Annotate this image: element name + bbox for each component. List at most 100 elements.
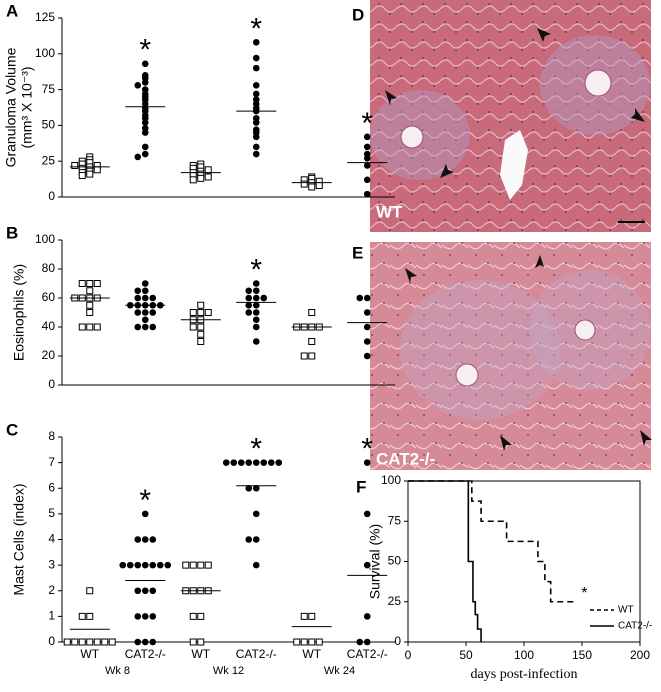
data-point [245, 459, 253, 466]
group-label: Wk 12 [213, 665, 244, 677]
data-point [141, 561, 149, 569]
image-caption: CAT2-/- [376, 449, 435, 468]
significance: * [581, 585, 587, 602]
data-point [252, 119, 260, 126]
vessel [500, 130, 528, 200]
data-point [189, 309, 197, 316]
data-point [252, 561, 260, 569]
y-tick-label: 100 [35, 232, 55, 246]
vessel [584, 69, 612, 97]
vessel [455, 363, 479, 387]
data-point [197, 612, 205, 620]
data-point [363, 176, 371, 184]
data-point [141, 638, 149, 646]
data-point [300, 352, 308, 360]
y-tick-label: 40 [42, 319, 56, 333]
data-point [293, 638, 301, 646]
data-point [141, 60, 149, 68]
y-tick-label: 0 [48, 377, 55, 391]
data-point [141, 316, 149, 324]
y-tick-label: 8 [48, 429, 55, 443]
data-point [134, 323, 142, 331]
data-point [134, 613, 142, 620]
data-point [197, 174, 205, 182]
data-point [308, 309, 316, 316]
data-point [101, 638, 109, 646]
data-point [134, 561, 142, 569]
data-point [86, 323, 94, 331]
data-point [260, 459, 268, 466]
significance: * [361, 433, 373, 466]
panel-label: E [352, 243, 363, 262]
x-tick-label: CAT2-/- [347, 647, 388, 661]
data-point [252, 82, 260, 89]
panel-label: A [6, 1, 18, 20]
data-point [86, 280, 94, 287]
data-point [252, 510, 260, 518]
data-point [141, 287, 149, 295]
data-point [363, 352, 371, 360]
data-point [363, 133, 371, 141]
y-tick-label: 125 [35, 10, 55, 24]
significance: * [139, 484, 151, 517]
x-tick-label: 150 [572, 648, 592, 662]
data-point [197, 301, 205, 309]
legend-label: WT [618, 605, 634, 616]
data-point [134, 82, 142, 89]
data-point [308, 638, 316, 646]
data-point [197, 309, 205, 316]
y-axis-label: Survival (%) [367, 524, 383, 599]
data-point [78, 172, 86, 180]
data-point [189, 612, 197, 620]
data-point [164, 561, 172, 569]
y-tick-label: 100 [381, 473, 401, 487]
panel-label: C [6, 420, 18, 439]
data-point [300, 180, 308, 188]
y-axis-label: (mm³ X 10⁻³) [19, 66, 35, 148]
group-label: Wk 24 [324, 665, 355, 677]
data-point [93, 323, 101, 331]
data-point [71, 638, 79, 646]
data-point [363, 510, 371, 518]
data-point [149, 587, 157, 595]
data-point [363, 309, 371, 316]
data-point [252, 150, 260, 158]
data-point [252, 316, 260, 324]
data-point [189, 323, 197, 331]
data-point [356, 638, 364, 646]
data-point [182, 561, 190, 569]
data-point [252, 323, 260, 331]
data-point [315, 638, 323, 646]
data-point [363, 613, 371, 620]
x-tick-label: CAT2-/- [236, 647, 277, 661]
y-tick-label: 4 [48, 532, 55, 546]
data-point [245, 309, 253, 316]
data-point [134, 536, 142, 543]
data-point [237, 459, 245, 466]
data-point [204, 166, 212, 174]
significance: * [361, 107, 373, 140]
data-point [149, 309, 157, 316]
data-point [308, 338, 316, 345]
data-point [78, 280, 86, 287]
data-point [267, 459, 275, 466]
data-point [197, 561, 205, 569]
data-point [363, 459, 371, 466]
data-point [141, 294, 149, 302]
data-point [252, 54, 260, 62]
group-label: Wk 8 [105, 665, 130, 677]
data-point [245, 536, 253, 543]
data-point [141, 323, 149, 331]
survival-line [408, 480, 577, 603]
data-point [134, 294, 142, 302]
data-point [93, 166, 101, 174]
data-point [197, 338, 205, 345]
data-point [252, 536, 260, 543]
data-point [252, 484, 260, 492]
data-point [252, 64, 260, 72]
data-point [260, 294, 268, 302]
data-point [315, 182, 323, 190]
data-point [86, 170, 94, 178]
x-tick-label: WT [191, 647, 210, 661]
data-point [356, 294, 364, 302]
